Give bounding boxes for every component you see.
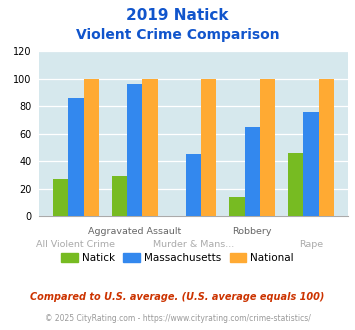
Text: Aggravated Assault: Aggravated Assault (88, 227, 181, 236)
Text: 2019 Natick: 2019 Natick (126, 8, 229, 23)
Text: © 2025 CityRating.com - https://www.cityrating.com/crime-statistics/: © 2025 CityRating.com - https://www.city… (45, 314, 310, 323)
Text: Compared to U.S. average. (U.S. average equals 100): Compared to U.S. average. (U.S. average … (30, 292, 325, 302)
Bar (127, 84, 142, 216)
Bar (186, 154, 201, 216)
Legend: Natick, Massachusetts, National: Natick, Massachusetts, National (57, 248, 298, 267)
Text: All Violent Crime: All Violent Crime (37, 240, 115, 248)
Bar (318, 79, 334, 216)
Bar (229, 197, 245, 216)
Bar (260, 79, 275, 216)
Text: Violent Crime Comparison: Violent Crime Comparison (76, 28, 279, 42)
Text: Murder & Mans...: Murder & Mans... (153, 240, 234, 248)
Bar (303, 112, 318, 216)
Bar (288, 153, 303, 216)
Bar (245, 127, 260, 216)
Bar (201, 79, 217, 216)
Bar (142, 79, 158, 216)
Bar (53, 179, 69, 216)
Bar (69, 98, 84, 216)
Text: Rape: Rape (299, 240, 323, 248)
Text: Robbery: Robbery (233, 227, 272, 236)
Bar (112, 176, 127, 216)
Bar (84, 79, 99, 216)
